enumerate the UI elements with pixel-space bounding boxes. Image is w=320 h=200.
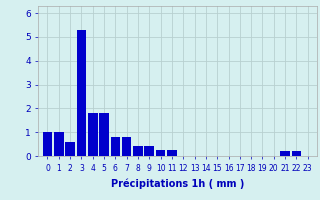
X-axis label: Précipitations 1h ( mm ): Précipitations 1h ( mm ): [111, 178, 244, 189]
Bar: [88, 113, 98, 156]
Bar: [133, 146, 143, 156]
Bar: [292, 151, 301, 156]
Bar: [110, 137, 120, 156]
Bar: [76, 30, 86, 156]
Bar: [43, 132, 52, 156]
Bar: [145, 146, 154, 156]
Bar: [99, 113, 109, 156]
Bar: [156, 150, 165, 156]
Bar: [167, 150, 177, 156]
Bar: [65, 142, 75, 156]
Bar: [280, 151, 290, 156]
Bar: [54, 132, 64, 156]
Bar: [122, 137, 132, 156]
